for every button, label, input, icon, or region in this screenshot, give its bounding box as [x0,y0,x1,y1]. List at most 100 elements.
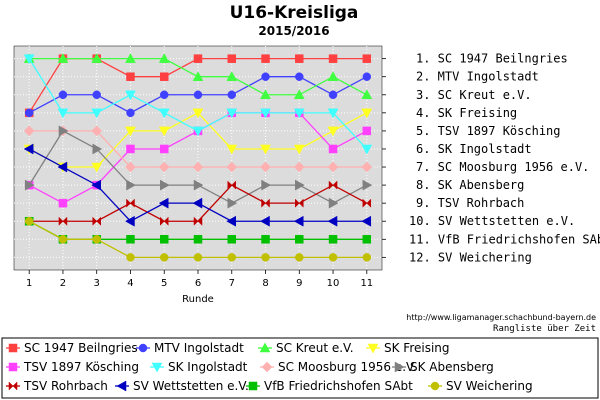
legend-label: MTV Ingolstadt [154,341,244,355]
legend-item: SC Kreut e.V. [258,341,354,355]
data-point [125,53,136,63]
data-point [327,108,339,119]
rank-label-4: 4. SK Freising [416,106,517,120]
x-axis: 1 2 3 4 5 6 7 8 9 10 11 [26,270,373,289]
data-point [91,179,101,191]
data-point [295,179,305,191]
data-point [159,90,169,100]
data-point [158,126,170,137]
data-point [159,72,169,81]
data-point [293,89,305,100]
data-point [126,235,135,244]
legend-item: TSV Rohrbach [6,379,108,393]
data-point [227,54,237,63]
x-tick-label-6: 6 [195,278,201,289]
data-point [126,108,135,118]
x-tick-label-1: 1 [26,278,32,289]
data-point [91,53,103,63]
data-point [361,89,373,100]
data-point [227,197,238,209]
series-10 [23,143,372,227]
data-point [126,144,135,154]
data-point [362,54,372,63]
data-point [158,161,170,173]
data-point [362,235,372,244]
data-point [158,197,169,209]
legend-marker [8,381,18,391]
legend-item: TSV 1897 Kösching [6,360,139,374]
rank-label-6: 6. SK Ingolstadt [416,142,532,156]
legend-item: SK Abensberg [392,360,494,374]
x-tick-label-3: 3 [94,278,100,289]
data-point [295,198,304,208]
rank-label-1: 1. SC 1947 Beilngries [416,52,568,66]
data-point [158,53,170,63]
legend-item: SV Wettstetten e.V. [115,379,249,393]
legend-label: SK Freising [384,341,450,355]
data-point [327,126,339,137]
legend-marker [394,361,405,373]
data-point [261,198,270,208]
data-point [328,253,338,262]
data-point [361,144,373,155]
legend-label: TSV 1897 Kösching [23,360,139,374]
data-point [193,235,203,244]
legend-item: SC Moosburg 1956 e.V. [260,360,417,374]
data-point [126,179,136,191]
legend-label: SC 1947 Beilngries [24,341,138,355]
x-tick-label-4: 4 [127,278,133,289]
data-point [58,198,68,208]
data-point [328,197,339,209]
legend-marker [261,361,273,373]
data-point [227,253,237,262]
data-point [226,144,238,155]
legend-label: SK Ingolstadt [168,360,248,374]
data-point [159,216,169,226]
chart-subtitle: 2015/2016 [258,24,329,38]
legend-item: SV Weichering [428,379,533,393]
legend-marker [116,380,127,392]
data-point [193,179,204,191]
series-2 [24,72,372,118]
data-point [295,54,304,63]
data-point [260,215,270,227]
data-point [260,144,271,155]
source-note: http://www.ligamanager.schachbund-bayern… [406,313,596,322]
data-point [92,90,101,100]
rank-label-3: 3. SC Kreut e.V. [416,88,532,102]
legend-marker [259,342,271,353]
legend-box [1,337,599,399]
data-point [328,180,338,190]
data-point [361,161,373,173]
x-tick-label-5: 5 [161,278,167,289]
data-point [295,235,304,244]
data-point [293,108,305,119]
rank-label-5: 5. TSV 1897 Kösching [416,124,561,138]
legend-marker [151,362,163,373]
data-point [261,235,270,244]
data-point [126,253,135,262]
data-point [23,54,35,65]
data-point [24,179,35,191]
series-8 [24,125,373,209]
data-point [328,90,338,100]
x-tick-label-10: 10 [327,278,340,289]
data-point [260,108,271,119]
data-point [192,108,204,119]
series-6 [23,54,373,155]
data-point [260,89,271,100]
x-axis-label: Runde [182,294,214,305]
data-point [125,161,136,173]
legend-item: MTV Ingolstadt [136,341,244,355]
legend-label: TSV Rohrbach [23,379,108,393]
data-point [193,90,203,100]
rank-label-8: 8. SK Abensberg [416,178,524,192]
data-point [192,126,204,137]
data-point [92,235,101,244]
data-point [158,108,170,119]
data-point [193,216,203,226]
data-point [192,71,204,81]
data-point [92,143,103,155]
data-point [362,72,372,81]
data-point [293,144,305,155]
